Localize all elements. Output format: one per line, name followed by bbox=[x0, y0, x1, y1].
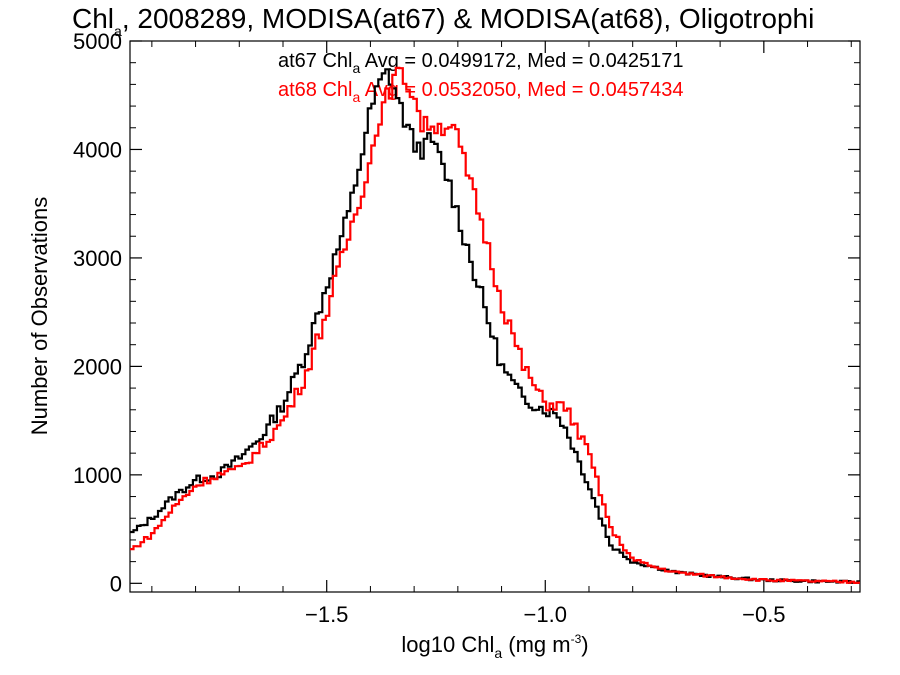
x-axis-title: log10 Chla (mg m-3) bbox=[401, 632, 588, 661]
y-tick-label: 3000 bbox=[73, 246, 122, 271]
y-tick-label: 0 bbox=[110, 571, 122, 596]
series-line-1 bbox=[130, 66, 860, 584]
y-axis-title: Number of Observations bbox=[27, 197, 52, 435]
y-axis: 0 1000 2000 3000 4000 5000 bbox=[73, 29, 860, 596]
plot-frame bbox=[129, 40, 861, 593]
chart-title-rest: , 2008289, MODISA(at67) & MODISA(at68), … bbox=[122, 3, 815, 34]
annotation-at68: at68 Chla Avg = 0.0532050, Med = 0.04574… bbox=[278, 79, 684, 105]
y-tick-label: 2000 bbox=[73, 354, 122, 379]
x-axis: −1.5 −1.0 −0.5 bbox=[151, 41, 852, 627]
series-layer bbox=[130, 66, 860, 584]
chart-title: Chla, 2008289, MODISA(at67) & MODISA(at6… bbox=[72, 3, 814, 39]
chart-title-main: Chl bbox=[72, 3, 114, 34]
y-tick-label: 4000 bbox=[73, 137, 122, 162]
x-tick-label: −1.5 bbox=[305, 602, 348, 627]
y-tick-label: 1000 bbox=[73, 463, 122, 488]
x-tick-label: −1.0 bbox=[524, 602, 567, 627]
y-tick-label: 5000 bbox=[73, 29, 122, 54]
annotation-at67: at67 Chla Avg = 0.0499172, Med = 0.04251… bbox=[278, 50, 684, 76]
series-line-0 bbox=[130, 68, 860, 584]
chart-title-subscript: a bbox=[114, 23, 122, 39]
x-tick-label: −0.5 bbox=[742, 602, 785, 627]
